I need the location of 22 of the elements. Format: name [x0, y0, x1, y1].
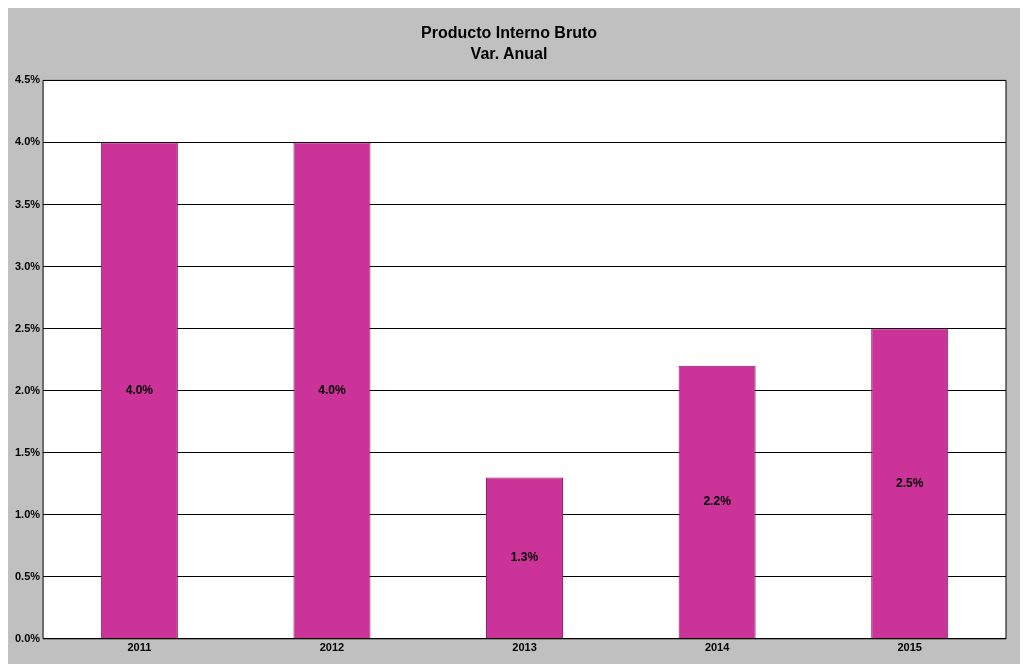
data-label: 2.5% [896, 475, 924, 490]
data-label: 2.2% [703, 494, 732, 509]
y-tick-label: 4.0% [14, 135, 41, 148]
y-tick-label: 0.5% [14, 569, 41, 582]
chart-title: Producto Interno Bruto [421, 24, 598, 42]
x-tick-label: 2015 [897, 641, 922, 654]
data-label: 4.0% [318, 382, 346, 397]
y-tick-label: 3.5% [14, 197, 41, 210]
y-tick-label: 4.5% [14, 73, 41, 86]
chart-subtitle: Var. Anual [470, 45, 548, 63]
x-tick-label: 2014 [704, 641, 731, 654]
y-tick-label: 0.0% [14, 631, 41, 644]
x-tick-label: 2011 [127, 641, 152, 654]
data-label: 4.0% [125, 382, 154, 397]
y-tick-label: 1.5% [14, 445, 41, 458]
y-tick-label: 2.0% [14, 383, 41, 396]
x-tick-label: 2012 [319, 641, 345, 654]
y-tick-label: 2.5% [14, 321, 41, 334]
data-label: 1.3% [510, 550, 539, 565]
y-tick-label: 1.0% [14, 507, 41, 520]
y-tick-label: 3.0% [14, 259, 41, 272]
x-tick-label: 2013 [512, 641, 537, 654]
